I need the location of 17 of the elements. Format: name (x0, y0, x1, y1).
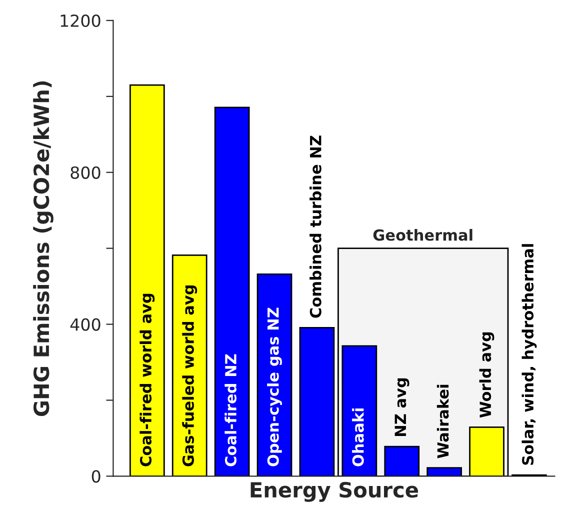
x-tick-label: Gas-fueled world avg (182, 285, 198, 466)
y-tick-label: 1200 (60, 14, 100, 28)
y-tick-label: 400 (70, 318, 100, 331)
y-tick-label: 0 (92, 470, 100, 483)
x-tick-label: Solar, wind, hydrothermal (522, 244, 537, 465)
y-tick-label: 800 (70, 166, 100, 179)
x-tick-label: World avg (479, 332, 494, 418)
x-tick-label: NZ avg (394, 378, 410, 436)
x-tick-label: Ohaaki (352, 408, 364, 466)
x-tick-label: Coal-fired NZ (224, 354, 236, 466)
band-label: Geothermal (373, 228, 472, 241)
x-tick-label: Open-cycle gas NZ (267, 308, 282, 466)
x-tick-label: Combined turbine NZ (310, 136, 322, 318)
y-axis-title: GHG Emissions (gCO2e/kWh) (33, 81, 54, 416)
x-axis-title: Energy Source (250, 482, 418, 502)
x-tick-label: Wairakei (436, 384, 449, 458)
x-tick-label: Coal-fired world avg (140, 294, 155, 466)
